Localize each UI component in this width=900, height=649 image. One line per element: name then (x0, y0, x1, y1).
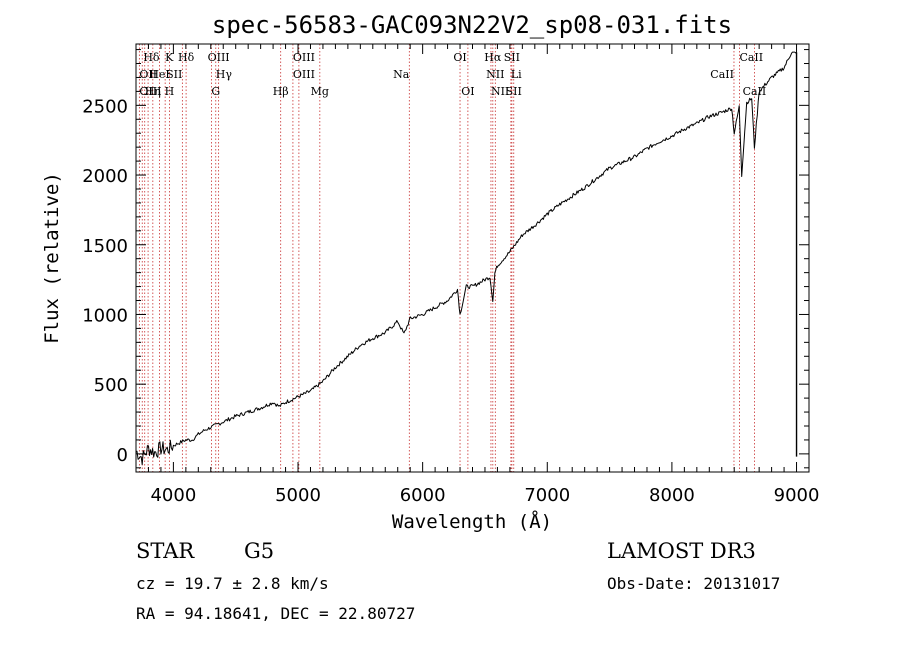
survey-name: LAMOST DR3 (607, 539, 756, 563)
spectral-line-label: Mg (311, 85, 329, 98)
spectral-line-label: Hδ (143, 51, 160, 64)
spectral-line-label: CaII (739, 51, 763, 64)
x-tick-label: 4000 (150, 485, 196, 506)
spectral-line-label: CaII (710, 68, 734, 81)
spectral-line-label: SII (504, 51, 520, 64)
spectral-line-label: H (165, 85, 175, 98)
spectral-line-label: Hβ (273, 85, 289, 98)
spectral-line-label: NII (491, 85, 509, 98)
spectral-line-label: G (211, 85, 220, 98)
y-tick-label: 0 (117, 445, 128, 466)
spectral-line-label: SII (166, 68, 182, 81)
x-tick-label: 7000 (524, 485, 570, 506)
plot-frame (135, 43, 810, 473)
spectral-line-label: Hδ (178, 51, 195, 64)
spectral-line-label: OIII (208, 51, 230, 64)
spectral-line-label: Hα (484, 51, 502, 64)
y-tick-label: 1500 (82, 236, 128, 257)
spectral-line-label: OII (139, 68, 157, 81)
spectral-line-label: NII (486, 68, 504, 81)
spectral-line-label: Na (393, 68, 410, 81)
spectral-line-label: OIII (293, 51, 315, 64)
spectral-line-label: Li (511, 68, 522, 81)
spectral-line-label: SII (506, 85, 522, 98)
spectrum-line (135, 51, 797, 465)
spectral-line-label: K (165, 51, 174, 64)
spectral-line-label: Hη (145, 85, 161, 98)
spectral-line-label: Hγ (216, 68, 233, 81)
spectral-line-label: OI (461, 85, 474, 98)
spectral-line-label: OIII (139, 85, 161, 98)
sky-coordinates: RA = 94.18641, DEC = 22.80727 (136, 604, 415, 623)
chart-title: spec-56583-GAC093N22V2_sp08-031.fits (212, 11, 732, 39)
redshift-value: cz = 19.7 ± 2.8 km/s (136, 574, 329, 593)
x-tick-label: 6000 (400, 485, 446, 506)
x-axis: 4000 5000 6000 7000 8000 9000 (147, 44, 820, 506)
x-axis-label: Wavelength (Å) (392, 510, 552, 533)
spectral-line-label: CaII (743, 85, 767, 98)
y-tick-label: 500 (94, 375, 128, 396)
object-subclass: G5 (244, 539, 274, 563)
spectral-line-label: HeI (149, 68, 169, 81)
x-tick-label: 5000 (275, 485, 321, 506)
observation-date: Obs-Date: 20131017 (607, 574, 780, 593)
spectral-line-markers (138, 44, 755, 472)
y-tick-label: 1000 (82, 305, 128, 326)
y-axis-label: Flux (relative) (41, 172, 63, 344)
spectral-line-label: OI (453, 51, 466, 64)
object-class: STAR (136, 539, 195, 563)
x-tick-label: 8000 (649, 485, 695, 506)
y-tick-label: 2500 (82, 96, 128, 117)
y-axis: 0 500 1000 1500 2000 2500 (82, 49, 809, 469)
y-tick-label: 2000 (82, 166, 128, 187)
x-tick-label: 9000 (774, 485, 820, 506)
spectral-line-label: OIII (293, 68, 315, 81)
